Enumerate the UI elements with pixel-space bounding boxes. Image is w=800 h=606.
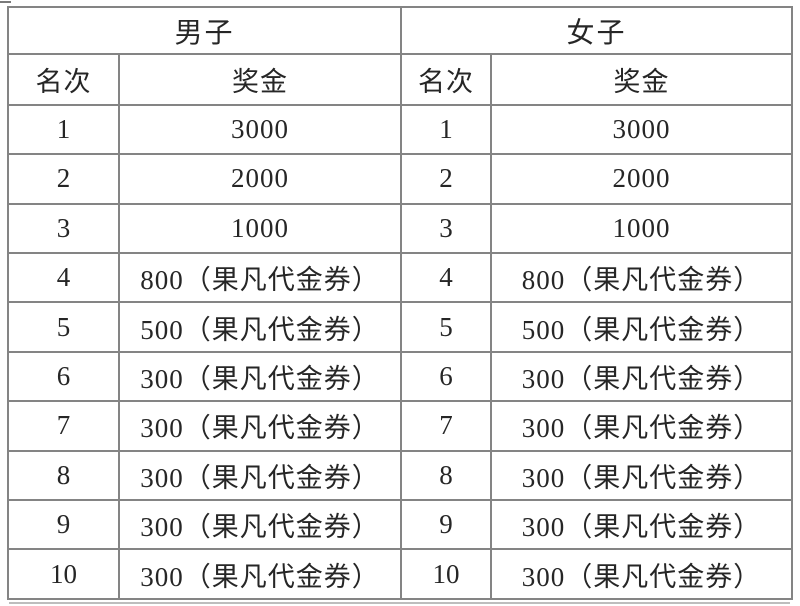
table-row: 8 300（果凡代金券） 8 300（果凡代金券） xyxy=(7,449,794,502)
women-prize-cell: 300（果凡代金券） xyxy=(490,499,794,551)
women-prize-cell: 300（果凡代金券） xyxy=(490,350,794,403)
table-row: 7 300（果凡代金券） 7 300（果凡代金券） xyxy=(7,400,794,452)
women-prize-cell: 2000 xyxy=(490,153,794,205)
men-rank-cell: 7 xyxy=(7,400,120,452)
women-rank-cell: 3 xyxy=(400,202,493,255)
men-prize-cell: 2000 xyxy=(117,153,403,205)
group-header-row: 男子 女子 xyxy=(6,5,794,56)
men-rank-cell: 5 xyxy=(7,301,120,353)
women-rank-cell: 2 xyxy=(400,153,493,205)
men-group-header: 男子 xyxy=(6,5,403,56)
men-rank-cell: 2 xyxy=(7,153,120,205)
women-prize-cell: 500（果凡代金券） xyxy=(490,301,794,353)
table-row: 2 2000 2 2000 xyxy=(7,153,794,205)
women-rank-cell: 7 xyxy=(400,400,493,452)
women-rank-cell: 10 xyxy=(400,548,493,600)
women-prize-cell: 300（果凡代金券） xyxy=(490,400,794,452)
men-rank-cell: 8 xyxy=(7,449,120,502)
women-group-header: 女子 xyxy=(400,5,794,56)
men-rank-cell: 1 xyxy=(7,103,120,156)
women-rank-cell: 9 xyxy=(400,499,493,551)
table-row: 9 300（果凡代金券） 9 300（果凡代金券） xyxy=(7,499,794,551)
table-row: 3 1000 3 1000 xyxy=(7,202,794,255)
men-rank-cell: 3 xyxy=(7,202,120,255)
women-prize-cell: 300（果凡代金券） xyxy=(490,449,794,502)
column-header-row: 名次 奖金 名次 奖金 xyxy=(7,53,794,106)
table-row: 5 500（果凡代金券） 5 500（果凡代金券） xyxy=(7,301,794,353)
women-prize-cell: 3000 xyxy=(490,103,794,156)
table-row: 10 300（果凡代金券） 10 300（果凡代金券） xyxy=(7,548,794,600)
men-prize-cell: 300（果凡代金券） xyxy=(117,449,403,502)
women-rank-cell: 4 xyxy=(400,252,493,304)
table-row: 1 3000 1 3000 xyxy=(7,103,794,156)
men-prize-cell: 300（果凡代金券） xyxy=(117,350,403,403)
table-row: 6 300（果凡代金券） 6 300（果凡代金券） xyxy=(7,350,794,403)
women-rank-header: 名次 xyxy=(400,53,493,106)
women-rank-cell: 5 xyxy=(400,301,493,353)
men-rank-cell: 9 xyxy=(7,499,120,551)
men-prize-cell: 800（果凡代金券） xyxy=(117,252,403,304)
women-rank-cell: 1 xyxy=(400,103,493,156)
men-prize-cell: 1000 xyxy=(117,202,403,255)
men-rank-cell: 6 xyxy=(7,350,120,403)
men-prize-cell: 300（果凡代金券） xyxy=(117,499,403,551)
women-rank-cell: 6 xyxy=(400,350,493,403)
prize-table: 男子 女子 名次 奖金 名次 奖金 1 3000 1 3000 2 2000 2… xyxy=(6,5,794,600)
men-prize-cell: 3000 xyxy=(117,103,403,156)
men-prize-cell: 500（果凡代金券） xyxy=(117,301,403,353)
cropped-next-row-line xyxy=(9,602,790,604)
cropped-line-fragment-top xyxy=(0,1,11,3)
women-prize-cell: 300（果凡代金券） xyxy=(490,548,794,600)
men-rank-header: 名次 xyxy=(7,53,120,106)
women-rank-cell: 8 xyxy=(400,449,493,502)
men-prize-cell: 300（果凡代金券） xyxy=(117,548,403,600)
men-prize-cell: 300（果凡代金券） xyxy=(117,400,403,452)
women-prize-cell: 800（果凡代金券） xyxy=(490,252,794,304)
men-prize-header: 奖金 xyxy=(117,53,403,106)
women-prize-header: 奖金 xyxy=(490,53,794,106)
women-prize-cell: 1000 xyxy=(490,202,794,255)
men-rank-cell: 10 xyxy=(7,548,120,600)
men-rank-cell: 4 xyxy=(7,252,120,304)
table-row: 4 800（果凡代金券） 4 800（果凡代金券） xyxy=(7,252,794,304)
